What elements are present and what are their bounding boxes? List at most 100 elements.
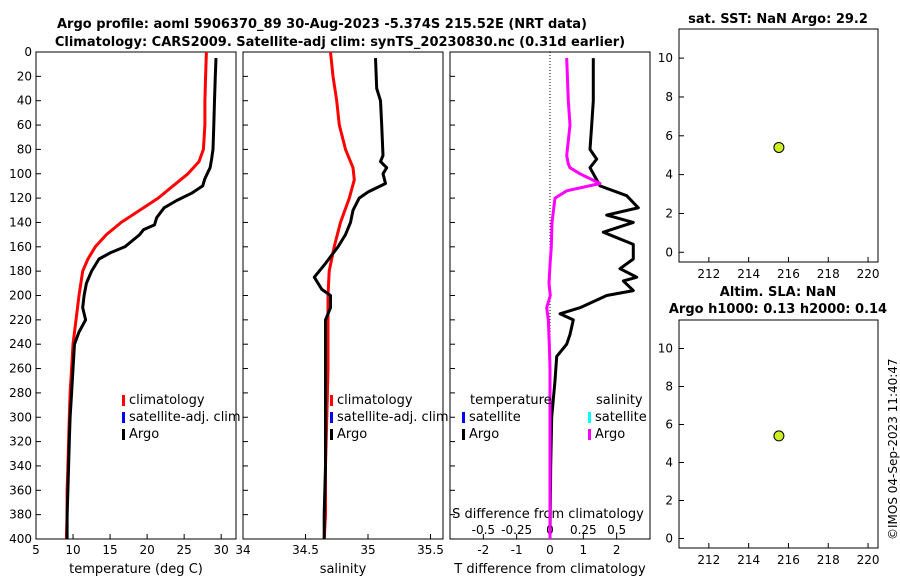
imos-stamp: ©IMOS 04-Sep-2023 11:40:47 — [886, 358, 900, 540]
diff-xtick-label: -2 — [477, 543, 489, 557]
sal-legend-climatology-swatch — [330, 395, 333, 406]
sla-ytick-label: 4 — [665, 456, 673, 470]
diff-xtick-label: 2 — [613, 543, 621, 557]
temp-legend-argo-label: Argo — [129, 427, 159, 442]
diff-legend-temperature-title: temperature — [470, 393, 552, 408]
temp-xtick-label: 15 — [102, 543, 117, 557]
diff-s-tick-label: 0.5 — [607, 523, 626, 537]
sst-point — [773, 141, 785, 153]
sla-ytick-label: 6 — [665, 418, 673, 432]
temp-ytick-label: 380 — [9, 508, 32, 522]
temp-ytick-label: 120 — [9, 191, 32, 205]
sst-ytick-label: 8 — [665, 90, 673, 104]
sst-axes — [678, 28, 879, 263]
diff-s-tick-label: 0.25 — [570, 523, 597, 537]
sla-xtick-label: 218 — [817, 553, 840, 567]
sla-ytick-label: 8 — [665, 380, 673, 394]
temp-ytick-label: 320 — [9, 435, 32, 449]
diff-legend-s-satellite-swatch — [588, 412, 591, 423]
temp-xlabel: temperature (deg C) — [69, 562, 203, 577]
diff-legend-s-satellite-label: satellite — [595, 410, 647, 425]
diff-s-tick-label: -0.25 — [501, 523, 532, 537]
temp-ytick-label: 400 — [9, 532, 32, 546]
sla-xtick-label: 214 — [737, 553, 760, 567]
temp-ytick-label: 60 — [17, 118, 32, 132]
sst-ytick-label: 10 — [658, 51, 673, 65]
sla-ytick-label: 2 — [665, 494, 673, 508]
title-line1: Argo profile: aoml 5906370_89 30-Aug-202… — [57, 17, 587, 32]
diff-legend-s-argo-swatch — [588, 429, 591, 440]
sla-ytick-label: 0 — [665, 532, 673, 546]
diff-legend-t-satellite-swatch — [462, 412, 465, 423]
temp-ytick-label: 260 — [9, 362, 32, 376]
sst-ytick-label: 6 — [665, 129, 673, 143]
temp-ytick-label: 280 — [9, 386, 32, 400]
temp-ytick-label: 0 — [24, 45, 32, 59]
sal-legend-satellite-label: satellite-adj. clim — [337, 410, 449, 425]
temp-legend-argo-swatch — [122, 429, 125, 440]
temp-legend-satellite-label: satellite-adj. clim — [129, 410, 241, 425]
sst-title: sat. SST: NaN Argo: 29.2 — [688, 12, 868, 27]
temp-legend-satellite-swatch — [122, 412, 125, 423]
diff-xtick-label: -1 — [511, 543, 523, 557]
sal-xtick-label: 34 — [235, 543, 250, 557]
temp-series-climatology — [64, 51, 208, 540]
sal-xtick-label: 34.5 — [292, 543, 319, 557]
diff-legend-s-argo-label: Argo — [595, 427, 625, 442]
temp-ytick-label: 140 — [9, 215, 32, 229]
diff-t-xlabel: T difference from climatology — [453, 562, 646, 577]
sst-xtick-label: 218 — [817, 267, 840, 281]
diff-series-S-diff-Argo — [545, 58, 602, 539]
diff-xtick-label: 1 — [580, 543, 588, 557]
temp-legend-climatology-label: climatology — [129, 393, 205, 408]
salinity-axes — [242, 51, 444, 540]
sal-xlabel: salinity — [320, 562, 367, 577]
sla-xtick-label: 212 — [697, 553, 720, 567]
diff-series-T-diff-Argo — [548, 58, 640, 540]
temp-series-Argo — [65, 58, 218, 539]
title-line2: Climatology: CARS2009. Satellite-adj cli… — [55, 35, 625, 50]
temp-legend-climatology-swatch — [122, 395, 125, 406]
temp-xtick-label: 25 — [177, 543, 192, 557]
sal-series-Argo — [312, 58, 389, 539]
temp-ytick-label: 300 — [9, 410, 32, 424]
temp-xtick-label: 20 — [139, 543, 154, 557]
sla-point — [773, 430, 785, 442]
diff-s-tick-label: -0.5 — [472, 523, 495, 537]
diff-s-xlabel: S difference from climatology — [452, 507, 644, 522]
temp-ytick-label: 80 — [17, 142, 32, 156]
temp-xtick-label: 30 — [214, 543, 229, 557]
temp-ytick-label: 100 — [9, 167, 32, 181]
temp-ytick-label: 240 — [9, 337, 32, 351]
sal-legend-argo-label: Argo — [337, 427, 367, 442]
sla-axes — [678, 319, 879, 549]
sal-legend-argo-swatch — [330, 429, 333, 440]
temp-ytick-label: 200 — [9, 289, 32, 303]
sla-xtick-label: 220 — [857, 553, 880, 567]
temp-ytick-label: 340 — [9, 459, 32, 473]
sst-xtick-label: 214 — [737, 267, 760, 281]
diff-legend-t-argo-swatch — [462, 429, 465, 440]
sst-ytick-label: 0 — [665, 245, 673, 259]
sla-title-2: Argo h1000: 0.13 h2000: 0.14 — [669, 302, 887, 317]
temp-ytick-label: 20 — [17, 69, 32, 83]
temp-ytick-label: 220 — [9, 313, 32, 327]
sla-ytick-label: 10 — [658, 342, 673, 356]
diff-legend-salinity-title: salinity — [596, 393, 643, 408]
temp-ytick-label: 360 — [9, 483, 32, 497]
temp-ytick-label: 160 — [9, 240, 32, 254]
sst-xtick-label: 216 — [777, 267, 800, 281]
temp-xtick-label: 10 — [65, 543, 80, 557]
sst-ytick-label: 4 — [665, 168, 673, 182]
temp-ytick-label: 180 — [9, 264, 32, 278]
sst-ytick-label: 2 — [665, 206, 673, 220]
sst-xtick-label: 220 — [857, 267, 880, 281]
sst-xtick-label: 212 — [697, 267, 720, 281]
sla-xtick-label: 216 — [777, 553, 800, 567]
sal-legend-climatology-label: climatology — [337, 393, 413, 408]
diff-legend-t-argo-label: Argo — [469, 427, 499, 442]
temp-ytick-label: 40 — [17, 94, 32, 108]
diff-legend-t-satellite-label: satellite — [469, 410, 521, 425]
sal-xtick-label: 35 — [360, 543, 375, 557]
